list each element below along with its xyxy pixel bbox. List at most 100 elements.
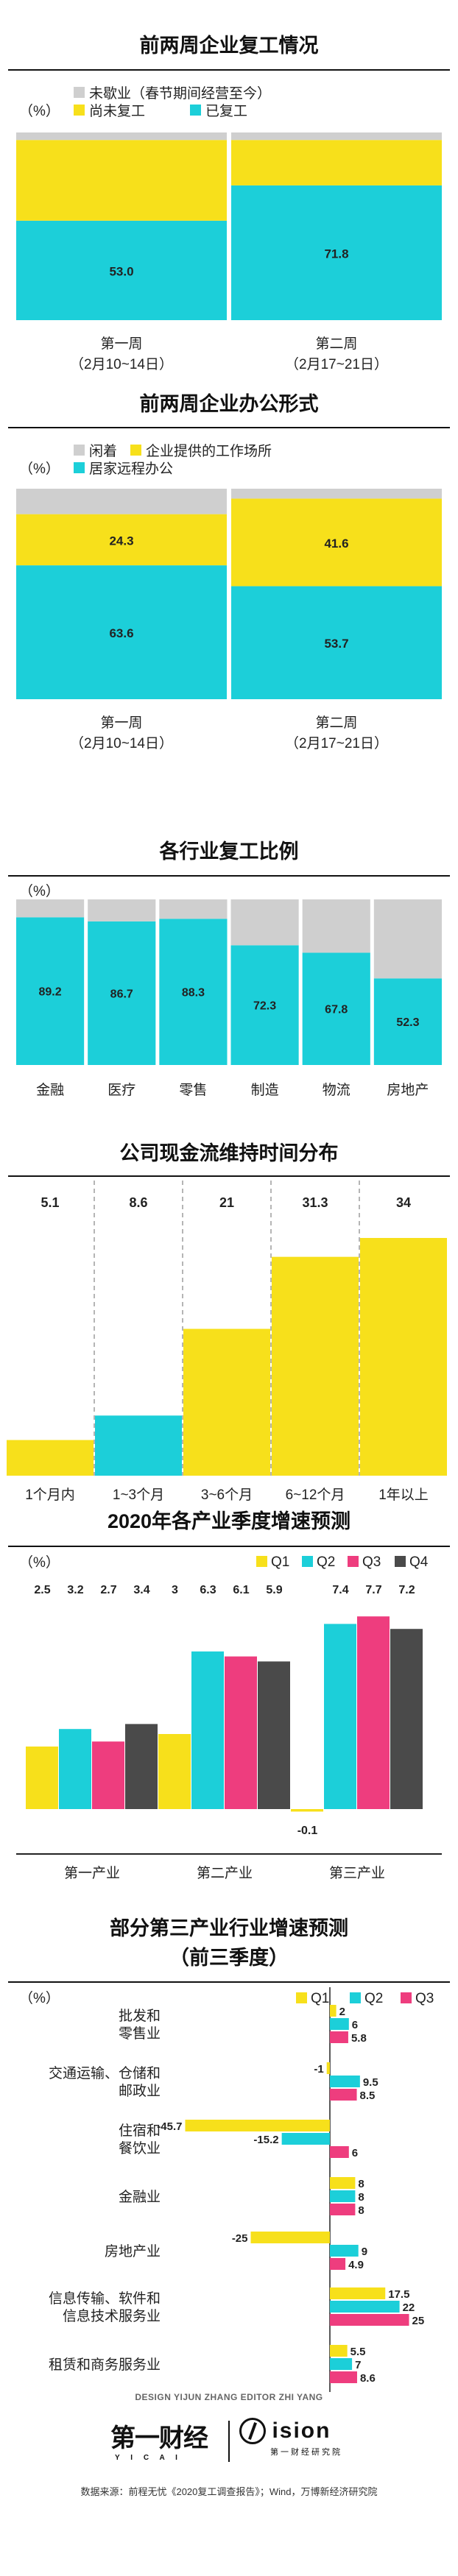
legend-item: 企业提供的工作场所 xyxy=(130,440,272,460)
legend-item: 闲着 xyxy=(74,440,117,460)
data-label: 7.4 xyxy=(332,1584,348,1596)
legend-swatch xyxy=(395,1556,406,1567)
legend-swatch xyxy=(74,105,85,116)
unit-label: （%） xyxy=(19,1555,60,1571)
legend-item: 尚未复工 xyxy=(74,100,145,120)
bar-复工 xyxy=(302,952,370,1065)
legend-label: 企业提供的工作场所 xyxy=(146,444,272,459)
legend-label: 已复工 xyxy=(205,104,248,119)
category-label: 房地产业 xyxy=(105,2243,161,2260)
data-label: 9 xyxy=(362,2246,367,2258)
data-label: 86.7 xyxy=(110,988,133,1000)
bar-Q3 xyxy=(330,2031,348,2043)
section-subtitle: （前三季度） xyxy=(169,1947,289,1969)
logo-yicai: 第一财经 Y I C A I xyxy=(110,2418,221,2469)
divider xyxy=(8,1175,450,1177)
data-label: 8.5 xyxy=(360,2090,376,2102)
bar xyxy=(7,1440,94,1476)
legend-swatch xyxy=(190,105,201,116)
category-label: 1~3个月 xyxy=(113,1487,164,1503)
bar-未复工 xyxy=(159,899,228,919)
logo-vision-slash xyxy=(248,2422,257,2440)
data-label: 52.3 xyxy=(396,1016,419,1029)
bar-Q2 xyxy=(59,1729,91,1809)
legend-item: 未歇业（春节期间经营至今） xyxy=(74,82,271,102)
data-label: 9.5 xyxy=(363,2076,378,2089)
data-label: 53.7 xyxy=(324,637,348,651)
bar-Q2 xyxy=(330,2301,400,2313)
bar-Q3 xyxy=(225,1656,257,1809)
legend-label: 尚未复工 xyxy=(89,104,146,119)
bar-已复工 xyxy=(16,220,227,320)
legend-swatch xyxy=(350,1992,361,2003)
bar-Q4 xyxy=(125,1724,158,1809)
category-label: 1个月内 xyxy=(25,1487,75,1503)
chart-gdp-forecast: 2.5 3.2 2.7 3.4 第一产业 3 6.3 6.1 5.9 第二产业 -0.1 7.4 7.7… xyxy=(16,1554,442,1881)
category-label: 餐饮业 xyxy=(119,2140,161,2156)
legend-label: Q3 xyxy=(415,1991,434,2006)
legend-label: 闲着 xyxy=(89,444,118,459)
legend-label: Q3 xyxy=(362,1554,381,1570)
data-label: -15.2 xyxy=(253,2134,278,2146)
bar-Q3 xyxy=(330,2089,357,2101)
legend-swatch xyxy=(130,445,141,456)
category-label: 住宿和 xyxy=(119,2123,161,2139)
section-cashflow: 公司现金流维持时间分布 5.1 1个月内 8.6 1~3个月 21 3~6个月 31.3 6~… xyxy=(7,1142,450,1503)
data-label: 71.8 xyxy=(324,247,348,261)
logo-vision: ision 第一财经研究院 xyxy=(239,2418,364,2469)
design-credit: DESIGN YIJUN ZHANG EDITOR ZHI YANG xyxy=(135,2392,323,2402)
category-label: 制造 xyxy=(251,1082,279,1098)
legend-label: Q4 xyxy=(409,1554,429,1570)
legend-swatch xyxy=(401,1992,412,2003)
category-label: 邮政业 xyxy=(119,2083,161,2099)
legend-label: Q2 xyxy=(364,1991,383,2006)
section-title: 前两周企业复工情况 xyxy=(139,35,319,57)
bar xyxy=(360,1238,447,1476)
bar-复工 xyxy=(373,978,442,1065)
divider xyxy=(8,427,450,428)
bar-居家远程办公 xyxy=(231,586,442,699)
category-label: 交通运输、仓储和 xyxy=(49,2065,161,2081)
category-label: 第一产业 xyxy=(64,1865,120,1881)
category-label: 1年以上 xyxy=(378,1487,429,1503)
bar-Q1 xyxy=(326,2062,330,2074)
bar-Q1 xyxy=(26,1747,58,1809)
legend-label: 未歇业（春节期间经营至今） xyxy=(89,86,272,102)
unit-label: （%） xyxy=(19,1991,60,2006)
bar-未复工 xyxy=(302,899,370,953)
data-label: -25 xyxy=(232,2232,248,2245)
legend-swatch xyxy=(74,87,85,98)
legend-label: Q1 xyxy=(271,1554,289,1570)
bar-复工 xyxy=(159,919,228,1065)
data-label: 21 xyxy=(219,1195,234,1210)
section-title: 前两周企业办公形式 xyxy=(139,393,319,415)
category-label: 零售 xyxy=(179,1082,207,1098)
chart-resumption: 53.0 第一周 （2月10~14日） 71.8 第二周 （2月17~21日） xyxy=(16,132,442,372)
divider xyxy=(8,1546,450,1547)
category-sublabel: （2月17~21日） xyxy=(285,356,388,372)
bar-Q1 xyxy=(158,1734,191,1809)
category-sublabel: （2月10~14日） xyxy=(70,735,173,751)
bar-复工 xyxy=(230,945,299,1065)
data-label: 34 xyxy=(396,1195,411,1210)
chart-tertiary: Q1 Q2 Q3批发和零售业265.8交通运输、仓储和邮政业-19.58.5住宿和餐… xyxy=(49,1987,434,2392)
bar-Q3 xyxy=(330,2146,349,2158)
bar-未歇业（春节期间经营至今） xyxy=(231,132,442,141)
bar-闲着 xyxy=(231,489,442,499)
bar-未复工 xyxy=(88,899,156,921)
bar-Q2 xyxy=(281,2133,330,2145)
legend-swatch xyxy=(74,462,85,473)
category-label: 第一周 xyxy=(100,715,142,731)
legend-label: Q1 xyxy=(311,1991,329,2006)
logo-yicai-text: 第一财经 xyxy=(110,2424,208,2452)
data-label: 6.3 xyxy=(200,1584,216,1596)
chart-industry-resumption: 89.2 金融 86.7 医疗 88.3 零售 72.3 制造 67.8 物流 52.3 房地产 xyxy=(16,899,442,1098)
data-label: 8 xyxy=(358,2191,364,2204)
data-label: -0.1 xyxy=(297,1825,318,1837)
bar-复工 xyxy=(88,921,156,1065)
bar-Q2 xyxy=(330,2245,359,2257)
data-source: 数据来源：前程无忧《2020复工调查报告》；Wind，万博新经济研究院 xyxy=(80,2486,378,2497)
data-label: 3.4 xyxy=(133,1584,149,1596)
bar-Q3 xyxy=(330,2258,346,2270)
data-label: 8 xyxy=(358,2204,364,2217)
